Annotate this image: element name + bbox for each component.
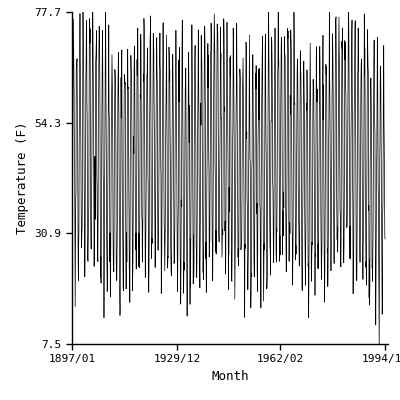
Y-axis label: Temperature (F): Temperature (F) xyxy=(16,122,29,234)
X-axis label: Month: Month xyxy=(211,370,249,383)
